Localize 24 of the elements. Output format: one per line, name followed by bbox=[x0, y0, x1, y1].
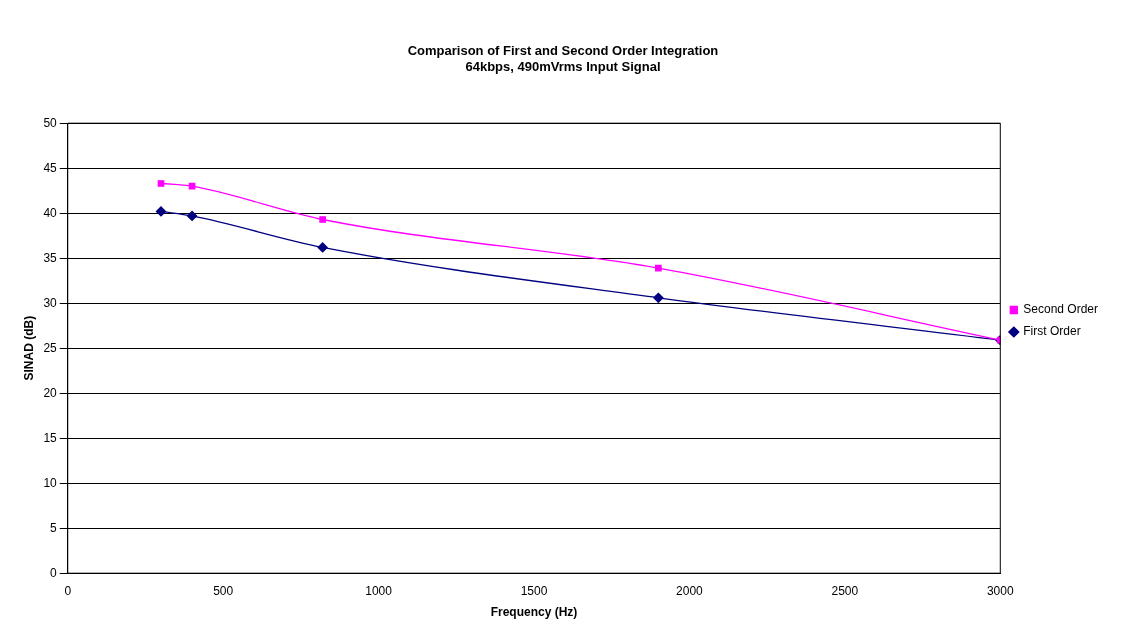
legend-label: First Order bbox=[1023, 324, 1081, 339]
x-tick-label: 2000 bbox=[676, 583, 704, 598]
chart-title: Comparison of First and Second Order Integration bbox=[407, 43, 719, 59]
x-tick-label: 2500 bbox=[831, 583, 859, 598]
y-tick-label: 20 bbox=[43, 385, 58, 400]
y-tick-label: 25 bbox=[43, 340, 58, 355]
y-tick-label: 30 bbox=[43, 295, 58, 310]
x-tick-label: 0 bbox=[64, 583, 72, 598]
y-tick-label: 50 bbox=[43, 115, 58, 130]
x-tick-label: 500 bbox=[213, 583, 234, 598]
chart-subtitle: 64kbps, 490mVrms Input Signal bbox=[465, 58, 661, 74]
y-tick-label: 45 bbox=[43, 160, 58, 175]
y-tick-label: 10 bbox=[43, 475, 58, 490]
y-axis-title: SINAD (dB) bbox=[21, 315, 36, 381]
y-tick-label: 40 bbox=[43, 205, 58, 220]
x-tick-label: 1500 bbox=[520, 583, 548, 598]
legend-label: Second Order bbox=[1023, 302, 1099, 317]
y-tick-label: 0 bbox=[50, 565, 58, 580]
x-tick-label: 1000 bbox=[365, 583, 393, 598]
y-tick-label: 15 bbox=[43, 430, 58, 445]
y-tick-label: 5 bbox=[50, 520, 58, 535]
x-axis-title: Frequency (Hz) bbox=[490, 605, 578, 620]
x-tick-label: 3000 bbox=[986, 583, 1014, 598]
y-tick-label: 35 bbox=[43, 250, 58, 265]
